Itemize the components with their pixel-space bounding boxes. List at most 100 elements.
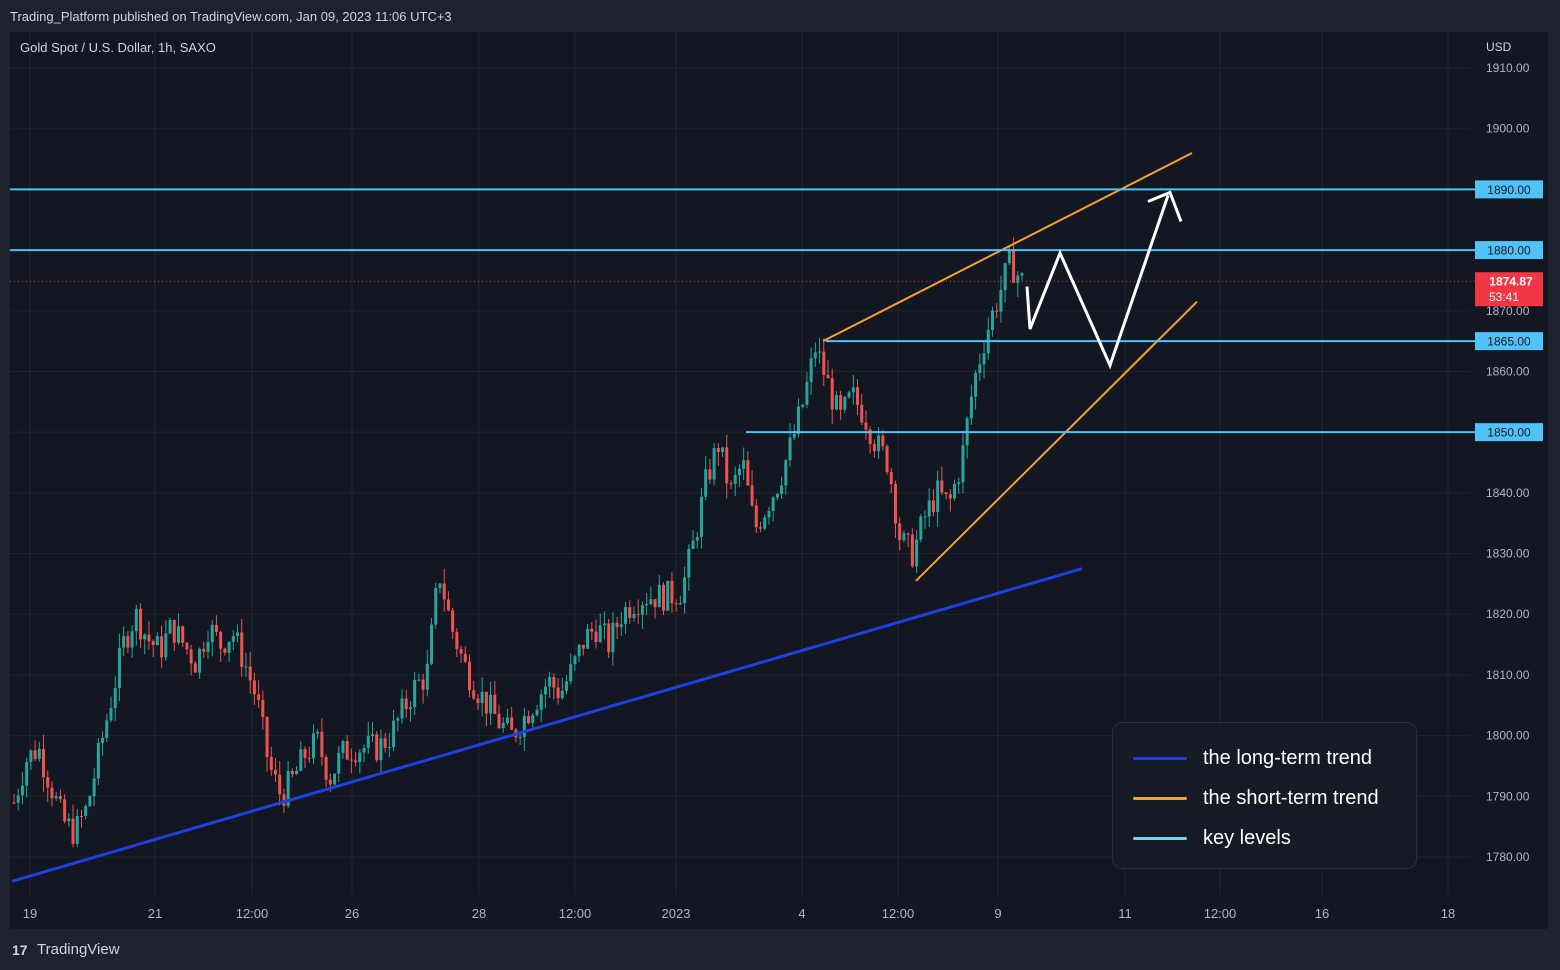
candle-body (535, 709, 539, 716)
candle-body (455, 631, 459, 650)
brand-name[interactable]: TradingView (37, 941, 120, 958)
candle-body (969, 396, 973, 419)
candle-body (780, 485, 784, 494)
candle-body (586, 628, 590, 649)
candle-body (370, 734, 374, 737)
candle-body (611, 622, 615, 653)
candle-body (379, 738, 383, 761)
candle-body (109, 707, 113, 721)
candle-body (721, 447, 725, 453)
y-tick-label: 1900.00 (1486, 122, 1530, 136)
footer: 17 TradingView (0, 932, 1560, 970)
key-level-badge (1475, 180, 1543, 199)
candle-body (569, 664, 573, 682)
candle-body (527, 716, 531, 724)
candle-body (856, 387, 860, 405)
candle-body (763, 517, 767, 529)
candle-body (328, 779, 332, 785)
candle-body (645, 603, 649, 606)
candle-body (311, 733, 315, 759)
candle-body (349, 759, 353, 761)
legend-label: the long-term trend (1203, 746, 1372, 769)
x-tick-label: 9 (994, 906, 1001, 921)
candle-body (193, 663, 197, 673)
tradingview-logo-icon[interactable]: 17 (12, 942, 28, 958)
candle-body (552, 677, 556, 688)
candle-body (742, 460, 746, 469)
candle-body (640, 605, 644, 615)
candle-body (176, 626, 180, 643)
candle-body (105, 720, 109, 738)
candle-body (940, 480, 944, 493)
candle-body (484, 691, 488, 714)
candle-body (227, 641, 231, 653)
candle-body (16, 795, 20, 803)
candle-body (58, 796, 62, 800)
publisher-line: Trading_Platform published on TradingVie… (10, 9, 452, 24)
candle-body (54, 796, 58, 799)
candle-body (307, 758, 311, 760)
candle-body (615, 622, 619, 628)
candle-body (459, 649, 463, 654)
candle-body (729, 483, 733, 485)
x-tick-label: 26 (345, 906, 359, 921)
candle-body (505, 717, 509, 723)
candle-body (948, 494, 952, 499)
candle-body (602, 623, 606, 626)
candle-body (915, 539, 919, 567)
key-level-badge (1475, 332, 1543, 351)
candle-body (594, 631, 598, 642)
candle-body (636, 614, 640, 616)
candle-body (139, 608, 143, 640)
candle-body (539, 694, 543, 710)
candle-body (63, 799, 67, 822)
x-tick-label: 12:00 (1204, 906, 1237, 921)
candle-body (607, 623, 611, 653)
candle-body (678, 603, 682, 605)
candle-body (219, 631, 223, 649)
candle-body (927, 500, 931, 517)
candle-body (345, 741, 349, 760)
candle-body (653, 599, 657, 608)
legend-swatch-long-term (1133, 756, 1187, 760)
candle-body (1020, 273, 1024, 276)
candle-body (1007, 249, 1011, 264)
candle-body (860, 404, 864, 423)
candle-body (771, 497, 775, 512)
key-level-label: 1880.00 (1487, 244, 1531, 258)
candle-body (434, 588, 438, 625)
candle-body (101, 737, 105, 743)
candle-body (931, 500, 935, 513)
candle-body (872, 444, 876, 452)
candle-body (231, 636, 235, 642)
candle-body (961, 445, 965, 483)
legend-item-key-levels: key levels (1133, 823, 1291, 853)
projection-path (1025, 194, 1170, 370)
y-tick-label: 1810.00 (1486, 668, 1530, 682)
projection-arrow-head (1147, 190, 1183, 222)
candle-body (320, 731, 324, 757)
candle-body (750, 485, 754, 506)
candle-body (214, 624, 218, 632)
key-level-label: 1890.00 (1487, 183, 1531, 197)
candle-body (476, 698, 480, 704)
candle-body (67, 818, 71, 822)
candle-body (510, 717, 514, 730)
candle-body (497, 713, 501, 729)
candle-body (805, 381, 809, 405)
candle-body (358, 752, 362, 763)
candle-body (881, 435, 885, 447)
symbol-label[interactable]: Gold Spot / U.S. Dollar, 1h, SAXO (20, 40, 216, 55)
legend-label: the short-term trend (1203, 786, 1379, 809)
candle-body (1012, 249, 1016, 283)
candle-body (573, 656, 577, 665)
candle-body (286, 770, 290, 806)
candle-body (168, 619, 172, 634)
candle-body (354, 760, 358, 763)
candle-body (619, 624, 623, 628)
candle-body (240, 632, 244, 667)
candle-body (96, 742, 100, 779)
candle-body (577, 644, 581, 657)
candle-body (662, 584, 666, 611)
